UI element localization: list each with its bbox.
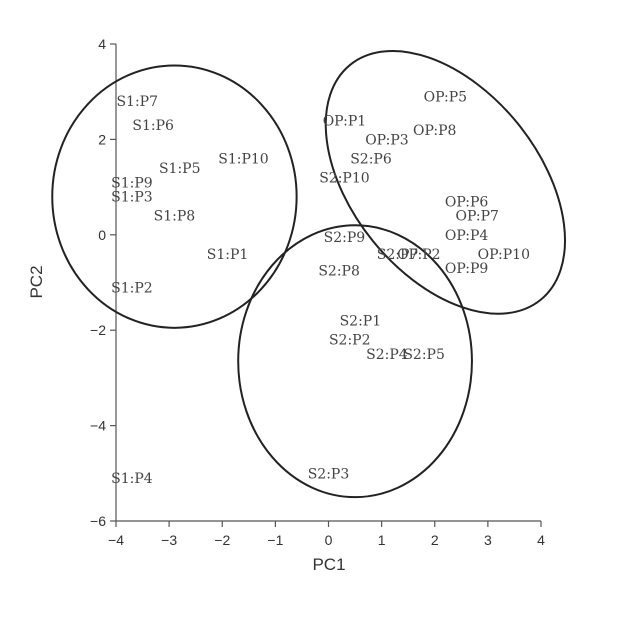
point-label-op-p10: OP:P10 xyxy=(478,247,530,263)
point-label-s1-p6: S1:P6 xyxy=(132,118,174,134)
point-label-s1-p10: S1:P10 xyxy=(218,151,268,167)
x-tick-label: 0 xyxy=(325,532,333,548)
x-tick-label: −1 xyxy=(267,532,283,548)
point-label-op-p5: OP:P5 xyxy=(424,89,467,105)
point-label-s2-p10: S2:P10 xyxy=(319,171,369,187)
point-label-s2-p8: S2:P8 xyxy=(318,264,360,280)
x-tick-label: −4 xyxy=(108,532,124,548)
y-tick-label: −2 xyxy=(90,322,106,338)
x-axis-title: PC1 xyxy=(312,555,345,574)
group-ellipse-s1 xyxy=(51,64,298,329)
point-label-s2-p2: S2:P2 xyxy=(329,333,371,349)
point-label-s2-p3: S2:P3 xyxy=(308,466,350,482)
x-tick-label: −3 xyxy=(161,532,177,548)
x-tick-label: 2 xyxy=(431,532,439,548)
point-label-op-p8: OP:P8 xyxy=(413,123,456,139)
point-label-s2-p9: S2:P9 xyxy=(324,230,366,246)
x-tick-label: 4 xyxy=(537,532,545,548)
x-tick-label: −2 xyxy=(214,532,230,548)
x-tick-label: 1 xyxy=(378,532,386,548)
group-ellipse-s2 xyxy=(237,224,473,499)
point-label-s2-p7: S2:P7 xyxy=(377,247,419,263)
y-tick-label: 4 xyxy=(98,36,106,52)
point-label-s1-p9: S1:P9 xyxy=(111,175,153,191)
point-label-op-p7: OP:P7 xyxy=(456,209,499,225)
point-label-s1-p4: S1:P4 xyxy=(111,471,153,487)
y-tick-label: 0 xyxy=(98,227,106,243)
point-label-s1-p8: S1:P8 xyxy=(154,209,196,225)
y-tick-label: −4 xyxy=(90,418,106,434)
point-label-op-p4: OP:P4 xyxy=(445,228,489,244)
point-label-s2-p4: S2:P4 xyxy=(366,347,408,363)
point-label-op-p1: OP:P1 xyxy=(323,113,366,129)
point-label-op-p9: OP:P9 xyxy=(445,261,488,277)
point-label-s1-p2: S1:P2 xyxy=(111,280,153,296)
point-label-s2-p5: S2:P5 xyxy=(403,347,445,363)
ellipse-layer xyxy=(51,49,567,499)
point-label-s2-p6: S2:P6 xyxy=(350,151,392,167)
point-label-s1-p7: S1:P7 xyxy=(116,94,158,110)
point-label-s1-p5: S1:P5 xyxy=(159,161,201,177)
group-ellipse-op xyxy=(324,49,567,315)
point-label-op-p3: OP:P3 xyxy=(365,132,408,148)
point-label-op-p6: OP:P6 xyxy=(445,194,489,210)
point-label-s1-p3: S1:P3 xyxy=(111,190,153,206)
y-tick-label: −6 xyxy=(90,513,106,529)
point-label-s2-p1: S2:P1 xyxy=(340,314,382,330)
y-tick-label: 2 xyxy=(98,131,106,147)
x-tick-label: 3 xyxy=(484,532,492,548)
point-label-s1-p1: S1:P1 xyxy=(207,247,249,263)
y-axis-title: PC2 xyxy=(27,265,46,298)
point-label-op-p2: OP:P2 xyxy=(397,247,440,263)
